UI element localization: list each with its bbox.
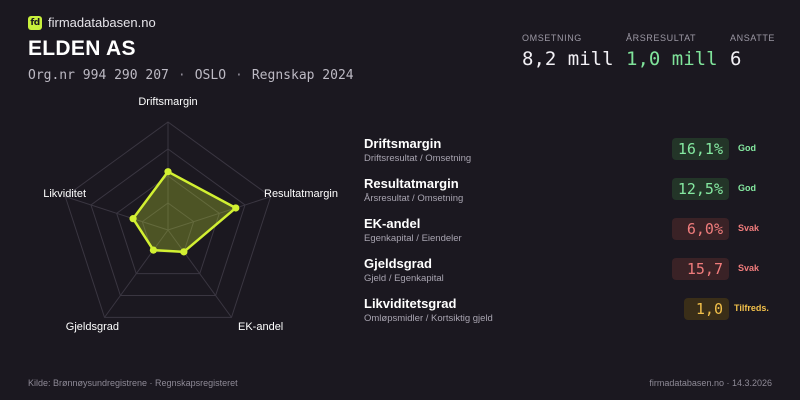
radar-points	[129, 168, 240, 256]
radar-grid-ring	[64, 121, 272, 318]
kpi-label: ÅRSRESULTAT	[626, 33, 697, 43]
company-city: OSLO	[194, 68, 227, 83]
metric-name: Likviditetsgrad	[364, 296, 457, 311]
radar-point-driftsmargin	[164, 168, 172, 176]
radar-axis-label: EK-andel	[238, 321, 283, 333]
kpi-label: OMSETNING	[522, 33, 582, 43]
metric-status: Tilfreds.	[734, 303, 769, 313]
kpi-value: 6	[730, 48, 742, 70]
metric-formula: Omløpsmidler / Kortsiktig gjeld	[364, 313, 493, 324]
radar-grid-spoke	[167, 196, 271, 231]
metric-status: God	[738, 183, 756, 193]
radar-axis-label: Resultatmargin	[264, 188, 338, 200]
radar-point-gjeldsgrad	[149, 246, 157, 254]
radar-point-resultatmargin	[232, 204, 240, 212]
radar-axis-label: Driftsmargin	[138, 96, 197, 108]
radar-area	[131, 170, 238, 254]
metric-value-badge: 15,7	[672, 258, 729, 280]
metrics-list: Driftsmargin Driftsresultat / Omsetning …	[364, 136, 784, 336]
metric-formula: Årsresultat / Omsetning	[364, 193, 464, 204]
metric-formula: Gjeld / Egenkapital	[364, 273, 444, 284]
radar-chart: Driftsmargin Resultatmargin EK-andel Gje…	[43, 96, 338, 333]
radar-axis-label: Gjeldsgrad	[66, 321, 119, 333]
kpi-label: ANSATTE	[730, 33, 776, 43]
metric-name: Gjeldsgrad	[364, 256, 432, 271]
meta-separator: ·	[177, 68, 186, 83]
metric-formula: Egenkapital / Eiendeler	[364, 233, 462, 244]
radar-grid-ring	[116, 175, 220, 275]
footer-site-date: firmadatabasen.no · 14.3.2026	[649, 378, 772, 388]
metric-status: Svak	[738, 263, 760, 273]
radar-point-ek-andel	[180, 248, 188, 256]
metric-row-gjeldsgrad: Gjeldsgrad Gjeld / Egenkapital 15,7 Svak	[364, 256, 784, 296]
radar-grid-spoke	[104, 229, 169, 318]
kpi-revenue: OMSETNING 8,2 mill	[522, 33, 614, 70]
metric-row-resultatmargin: Resultatmargin Årsresultat / Omsetning 1…	[364, 176, 784, 216]
kpi-employees: ANSATTE 6	[730, 33, 775, 70]
metric-name: Driftsmargin	[364, 136, 442, 151]
brand-logo-icon: fd	[28, 15, 42, 30]
metric-row-ek-andel: EK-andel Egenkapital / Eiendeler 6,0% Sv…	[364, 216, 784, 256]
radar-axis-label: Likviditet	[43, 188, 86, 200]
metric-name: EK-andel	[364, 216, 421, 231]
company-meta: Org.nr 994 290 207 · OSLO · Regnskap 2024	[28, 68, 354, 83]
kpi-value: 8,2 mill	[522, 48, 614, 70]
org-number: Org.nr 994 290 207	[28, 68, 169, 83]
metric-value-badge: 1,0	[684, 298, 729, 320]
radar-grid-spoke	[65, 196, 169, 231]
radar-grid-spoke	[167, 229, 232, 318]
metric-value-badge: 16,1%	[672, 138, 729, 160]
kpi-value: 1,0 mill	[626, 48, 718, 70]
metric-value-badge: 6,0%	[672, 218, 729, 240]
company-name: ELDEN AS	[28, 37, 136, 60]
metric-formula: Driftsresultat / Omsetning	[364, 153, 472, 164]
kpi-summary: OMSETNING 8,2 mill ÅRSRESULTAT 1,0 mill …	[0, 33, 800, 73]
footer-source: Kilde: Brønnøysundregistrene · Regnskaps…	[28, 378, 238, 388]
metric-row-likviditetsgrad: Likviditetsgrad Omløpsmidler / Kortsikti…	[364, 296, 784, 336]
brand[interactable]: fd firmadatabasen.no	[28, 15, 156, 30]
accounting-period: Regnskap 2024	[251, 68, 354, 83]
kpi-net-result: ÅRSRESULTAT 1,0 mill	[626, 33, 718, 70]
radar-grid-ring	[90, 148, 246, 297]
meta-separator: ·	[235, 68, 243, 83]
radar-grid	[64, 121, 272, 318]
brand-name: firmadatabasen.no	[48, 15, 156, 30]
metric-name: Resultatmargin	[364, 176, 459, 191]
radar-point-likviditet	[129, 215, 137, 223]
metric-row-driftsmargin: Driftsmargin Driftsresultat / Omsetning …	[364, 136, 784, 176]
metric-status: Svak	[738, 223, 760, 233]
metric-status: God	[738, 143, 756, 153]
metric-value-badge: 12,5%	[672, 178, 729, 200]
